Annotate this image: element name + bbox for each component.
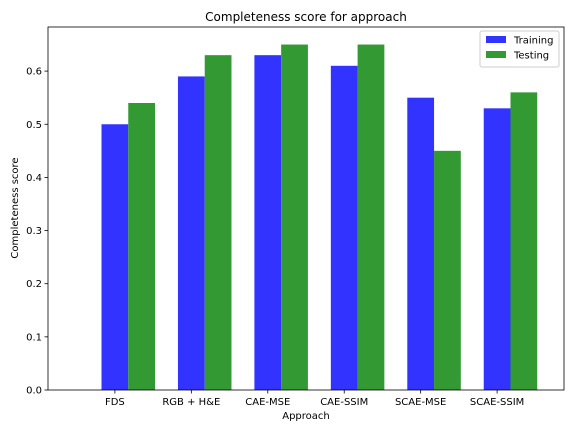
bar-training-2	[254, 55, 282, 391]
legend: Training Testing	[479, 30, 560, 68]
y-tick-label: 0.5	[26, 120, 42, 131]
bar-testing-4	[434, 150, 461, 390]
bar-training-4	[407, 97, 435, 390]
y-tick-label: 0.0	[26, 386, 42, 397]
y-axis-label: Completeness score	[10, 157, 21, 258]
x-tick-label: CAE-MSE	[245, 397, 290, 408]
y-tick-label: 0.4	[26, 173, 42, 184]
y-tick-label: 0.6	[26, 67, 42, 78]
legend-label-testing: Testing	[513, 51, 549, 62]
bar-training-5	[483, 108, 511, 390]
legend-swatch-training	[486, 36, 506, 43]
legend-label-training: Training	[513, 36, 553, 47]
bar-testing-3	[357, 44, 385, 390]
bar-training-0	[101, 124, 129, 390]
x-tick-label: FDS	[105, 397, 125, 408]
bar-testing-1	[204, 55, 232, 391]
bar-testing-0	[128, 103, 156, 390]
y-tick-label: 0.2	[26, 279, 42, 290]
legend-swatch-testing	[486, 51, 506, 58]
plot-area: 0.0 0.1 0.2 0.3 0.4 0.5 0.6 FDS RGB + H&E CAE-MSE…	[26, 26, 565, 408]
bar-testing-5	[510, 92, 538, 391]
y-tick-label: 0.3	[26, 226, 42, 237]
bar-testing-2	[281, 44, 308, 390]
y-tick-label: 0.1	[26, 332, 42, 343]
chart-title: Completeness score for approach	[205, 10, 407, 24]
x-tick-label: SCAE-MSE	[395, 397, 446, 408]
x-axis-label: Approach	[282, 411, 330, 422]
bar-training-1	[177, 76, 205, 391]
bar-training-3	[330, 65, 358, 391]
x-tick-label: CAE-SSIM	[320, 397, 368, 408]
x-tick-label: SCAE-SSIM	[470, 397, 524, 408]
axes-frame	[47, 26, 565, 391]
x-tick-label: RGB + H&E	[162, 397, 220, 408]
